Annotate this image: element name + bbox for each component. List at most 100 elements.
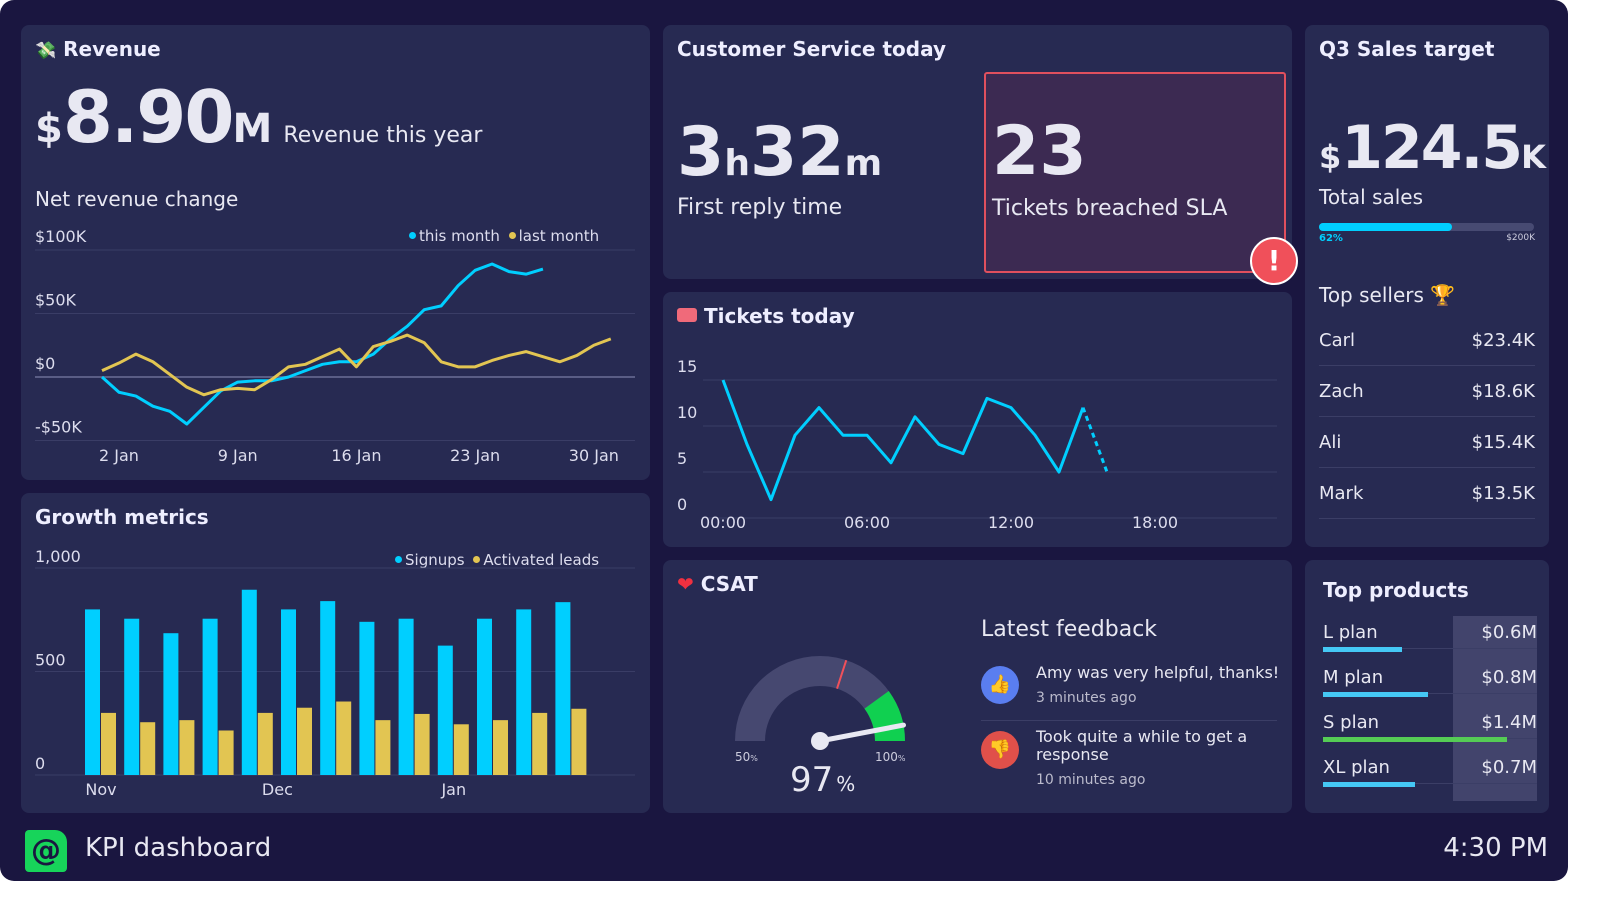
revenue-amount: 8.90 [62,75,235,159]
tickets-title: Tickets today [677,304,855,328]
revenue-legend: this month last month [409,227,599,245]
sales-amount: 124.5 [1341,113,1523,183]
seller-value: $18.6K [1471,381,1535,402]
csat-number: 97 [790,760,834,800]
product-bar [1323,737,1507,742]
seller-name: Zach [1319,381,1364,402]
x-tick-label: 9 Jan [218,446,258,465]
leads-bar [571,708,587,775]
gauge-needle [817,722,906,744]
signups-bar [437,645,453,775]
growth-legend: Signups Activated leads [395,551,599,569]
x-tick-label: Nov [85,780,116,799]
leads-bar [532,712,548,775]
trophy-icon: 🏆 [1430,283,1456,307]
currency-symbol: $ [1319,138,1342,176]
product-row: M plan $0.8M [1323,667,1537,712]
y-tick-label: 10 [677,403,697,422]
leads-bar [414,713,430,775]
projected-line [1081,407,1109,473]
top-sellers-text: Top sellers [1319,283,1424,307]
signups-bar [477,618,492,775]
y-tick-label: -$50K [35,418,82,437]
currency-symbol: $ [35,106,63,152]
reply-minutes-unit: m [844,143,883,184]
tickets-panel: Tickets today 15 10 5 0 00:00 06:00 12:00 18:00 [663,292,1292,547]
ticket-icon [677,308,697,322]
csat-title: ❤ CSAT [677,572,758,596]
product-value: $0.6M [1481,622,1537,643]
reply-hours-unit: h [724,143,750,184]
x-tick-label: Dec [262,780,293,799]
seller-value: $13.5K [1471,483,1535,504]
sla-breach-card: 23 Tickets breached SLA [984,72,1286,273]
dashboard-screen: 💸 Revenue $8.90M Revenue this year Net r… [0,0,1568,881]
product-value: $0.7M [1481,757,1537,778]
product-track [1323,648,1537,649]
sales-unit: K [1521,138,1546,176]
sales-target-panel: Q3 Sales target $124.5K Total sales 62% … [1305,25,1549,547]
y-tick-label: 0 [677,495,687,514]
seller-row: Zach $18.6K [1319,366,1535,417]
feedback-item[interactable]: 👍 Amy was very helpful, thanks! 3 minute… [981,663,1279,721]
leads-bar [101,712,116,775]
signups-bar [320,601,336,775]
value-column-highlight [1453,616,1537,801]
legend-this-month: this month [419,227,500,245]
legend-dot-this-month [409,232,416,239]
legend-leads: Activated leads [483,551,600,569]
product-row: S plan $1.4M [1323,712,1537,757]
money-icon: 💸 [35,41,57,61]
seller-value: $23.4K [1471,330,1535,351]
customer-service-panel: Customer Service today 3h32m First reply… [663,25,1298,285]
sales-progress-fill [1319,223,1453,231]
total-sales-figure: $124.5K [1319,113,1546,183]
tickets-line [721,379,1085,502]
csat-gauge [735,656,906,750]
leads-bar [375,720,391,775]
legend-dot-signups [395,556,402,563]
feedback-item[interactable]: 👎 Took quite a while to get a response 1… [981,728,1277,798]
alert-icon: ! [1250,237,1298,285]
leads-bar [179,720,195,775]
signups-bar [85,609,100,775]
y-tick-label: 15 [677,357,697,376]
series-line-last-month [101,333,612,397]
revenue-title-text: Revenue [63,37,161,61]
seller-row: Ali $15.4K [1319,417,1535,468]
product-name: L plan [1323,622,1378,643]
y-tick-label: $50K [35,291,77,310]
seller-row: Mark $13.5K [1319,468,1535,519]
net-revenue-chart: $100K $50K $0 -$50K 2 Jan 9 Jan 16 Jan 23 Jan 30… [35,227,635,465]
revenue-panel: 💸 Revenue $8.90M Revenue this year Net r… [21,25,650,480]
growth-title: Growth metrics [35,505,209,529]
top-sellers-title: Top sellers 🏆 [1319,283,1455,307]
pct-sign: % [750,754,758,763]
y-tick-label: 500 [35,651,66,670]
legend-last-month: last month [518,227,600,245]
tickets-title-text: Tickets today [703,304,855,328]
top-products-title: Top products [1323,578,1469,602]
leads-bar [257,712,273,775]
total-sales-caption: Total sales [1319,185,1424,209]
customer-service-title: Customer Service today [677,37,946,61]
legend-signups: Signups [405,551,465,569]
x-tick-label: 06:00 [844,513,890,532]
revenue-title: 💸 Revenue [35,37,161,61]
breached-caption: Tickets breached SLA [992,196,1228,221]
csat-unit: % [836,772,856,796]
leads-bar [140,722,156,775]
product-value: $0.8M [1481,667,1537,688]
y-tick-label: 5 [677,449,687,468]
revenue-figure: $8.90M Revenue this year [35,75,482,159]
legend-dot-leads [473,556,481,563]
y-tick-label: 0 [35,754,45,773]
growth-panel: Growth metrics Signups Activated leads 1… [21,493,650,813]
product-row: XL plan $0.7M [1323,757,1537,802]
swirl-logo-icon: @ [25,830,67,872]
sales-target-title: Q3 Sales target [1319,37,1495,61]
x-tick-label: 23 Jan [450,446,500,465]
seller-value: $15.4K [1471,432,1535,453]
y-tick-label: $0 [35,354,55,373]
y-tick-label: $100K [35,227,87,246]
